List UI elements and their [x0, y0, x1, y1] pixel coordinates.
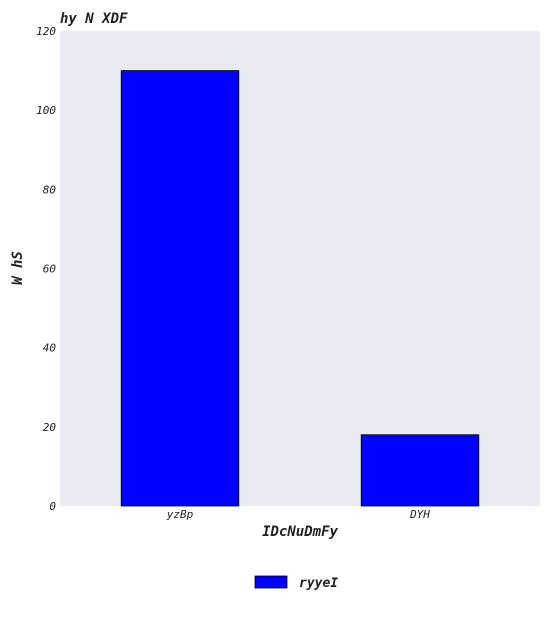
y-tick-label: 20	[43, 421, 57, 434]
y-tick-label: 60	[43, 263, 57, 276]
y-tick-label: 80	[43, 183, 57, 196]
bar-yzBp	[120, 70, 240, 507]
x-axis-label: IDcNuDmFy	[262, 524, 338, 540]
x-tick-label: DYH	[409, 508, 430, 521]
y-axis: 0 20 40 60 80 100 120	[36, 25, 56, 513]
legend: ryyeI	[254, 575, 338, 591]
y-tick-label: 40	[43, 342, 57, 355]
y-axis-label: W hS	[10, 251, 26, 285]
y-tick-label: 100	[36, 104, 56, 117]
legend-label: ryyeI	[299, 576, 338, 591]
x-axis: yzBp DYH	[166, 508, 431, 521]
bar-DYH	[360, 434, 480, 507]
x-tick-label: yzBp	[166, 508, 194, 521]
y-tick-label: 120	[36, 25, 56, 38]
legend-swatch	[254, 575, 288, 589]
y-tick-label: 0	[49, 500, 56, 513]
chart-title: hy N XDF	[60, 11, 128, 27]
bar-series	[120, 70, 480, 507]
